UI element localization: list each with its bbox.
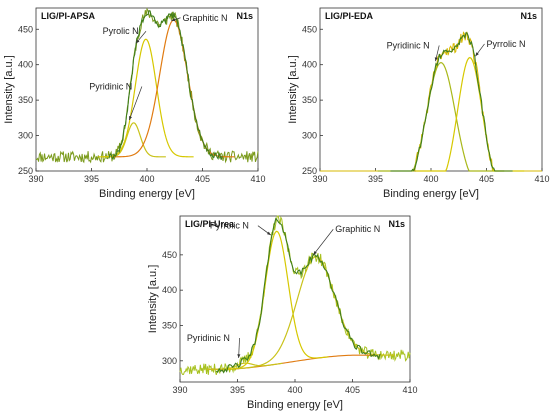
y-axis-label: Intensity [a.u.] xyxy=(287,55,299,123)
peak-annotation: Pyridinic N xyxy=(89,82,132,92)
x-axis-label: Binding energy [eV] xyxy=(383,188,479,200)
x-tick-label: 405 xyxy=(195,174,210,184)
x-tick-label: 390 xyxy=(172,385,187,395)
peak-annotation: Graphitic N xyxy=(183,13,228,23)
annotation-arrowhead xyxy=(434,57,438,62)
y-tick-label: 250 xyxy=(18,166,33,176)
component-peak xyxy=(236,256,396,370)
annotation-arrow xyxy=(313,229,334,256)
x-tick-label: 400 xyxy=(287,385,302,395)
peak-annotation: Pyrolic N xyxy=(103,26,139,36)
y-axis-label: Intensity [a.u.] xyxy=(147,265,159,333)
y-tick-label: 450 xyxy=(162,250,177,260)
envelope-spectrum xyxy=(108,9,223,160)
x-tick-label: 395 xyxy=(84,174,99,184)
region-label: N1s xyxy=(236,11,253,21)
x-tick-label: 405 xyxy=(479,174,494,184)
y-tick-label: 250 xyxy=(302,166,317,176)
x-tick-label: 400 xyxy=(139,174,154,184)
y-tick-label: 300 xyxy=(302,131,317,141)
x-tick-label: 400 xyxy=(423,174,438,184)
annotation-arrow xyxy=(128,86,143,121)
x-tick-label: 395 xyxy=(230,385,245,395)
panel-title: LIG/PI-APSA xyxy=(41,11,96,21)
annotation-arrowhead xyxy=(313,250,317,255)
y-tick-label: 400 xyxy=(18,60,33,70)
envelope-spectrum xyxy=(215,217,381,374)
x-axis-label: Binding energy [eV] xyxy=(99,188,195,200)
y-tick-label: 350 xyxy=(302,95,317,105)
panel-title: LIG/PI-EDA xyxy=(325,11,374,21)
y-tick-label: 350 xyxy=(162,320,177,330)
annotation-arrowhead xyxy=(475,52,479,57)
plot-frame xyxy=(179,215,411,383)
chart-urea: 390 395 400 405 410 300 350 400 450 Binding energ… xyxy=(147,215,418,411)
component-peak xyxy=(377,61,505,172)
peak-annotation: Pyridinic N xyxy=(387,40,430,50)
chart-apsa: 390 395 400 405 410 250 300 350 400 450 Binding en… xyxy=(3,7,266,200)
panel-title: LIG/PI-Urea xyxy=(185,219,235,229)
x-tick-label: 405 xyxy=(345,385,360,395)
y-axis-label: Intensity [a.u.] xyxy=(3,55,15,123)
measured-spectrum xyxy=(320,31,542,173)
x-tick-label: 390 xyxy=(28,174,43,184)
x-tick-label: 410 xyxy=(402,385,417,395)
component-peak xyxy=(224,230,329,370)
chart-eda: 390 395 400 405 410 250 300 350 400 450 Binding en… xyxy=(287,7,550,200)
x-tick-label: 395 xyxy=(368,174,383,184)
peak-annotation: Pyridinic N xyxy=(187,333,230,343)
peak-annotation: Pyrrolic N xyxy=(487,39,526,49)
y-tick-label: 300 xyxy=(18,131,33,141)
peak-annotation: Graphitic N xyxy=(335,224,380,234)
annotation-arrowhead xyxy=(237,354,241,358)
panel-urea: 390 395 400 405 410 300 350 400 450 Binding energ… xyxy=(140,212,418,416)
annotation-arrowhead xyxy=(129,115,132,120)
peak-annotation: Pyrrolic N xyxy=(210,221,249,231)
x-tick-label: 410 xyxy=(534,174,549,184)
y-tick-label: 400 xyxy=(302,60,317,70)
annotation-arrowhead xyxy=(171,18,176,22)
measured-spectrum xyxy=(179,215,411,376)
component-peak xyxy=(415,56,525,172)
region-label: N1s xyxy=(520,11,537,21)
y-tick-label: 400 xyxy=(162,285,177,295)
y-tick-label: 300 xyxy=(162,356,177,366)
annotation-arrowhead xyxy=(135,39,140,44)
y-tick-label: 350 xyxy=(18,95,33,105)
y-tick-label: 450 xyxy=(18,24,33,34)
region-label: N1s xyxy=(388,219,405,229)
plot-frame xyxy=(35,7,259,172)
x-tick-label: 410 xyxy=(250,174,265,184)
annotation-arrowhead xyxy=(266,231,271,236)
envelope-spectrum xyxy=(390,32,513,172)
y-tick-label: 450 xyxy=(302,24,317,34)
panel-eda: 390 395 400 405 410 250 300 350 400 450 Binding en… xyxy=(276,4,550,204)
panel-apsa: 390 395 400 405 410 250 300 350 400 450 Binding en… xyxy=(0,4,268,204)
x-tick-label: 390 xyxy=(312,174,327,184)
measured-spectrum xyxy=(35,7,259,164)
x-axis-label: Binding energy [eV] xyxy=(247,399,343,411)
